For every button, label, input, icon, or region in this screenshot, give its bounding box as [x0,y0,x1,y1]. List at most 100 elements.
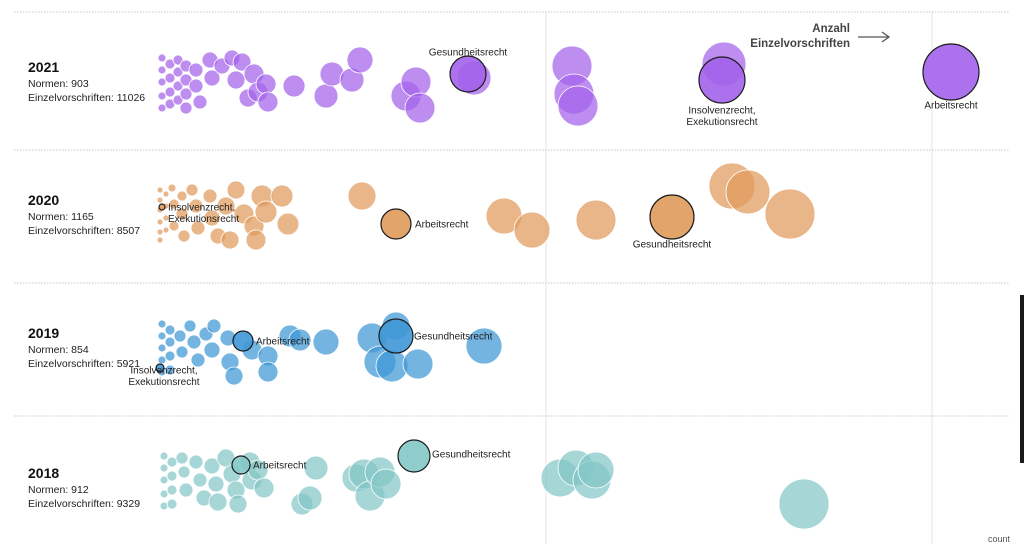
bubble-mark [245,229,267,251]
highlighted-bubble [397,439,431,473]
row-normen-count: Normen: 1165 [28,211,94,223]
row-2018: 2018 Normen: 912 Einzelvorschriften: 9329 A… [28,439,830,530]
bubble-mark [253,477,275,499]
bubble-mark [172,54,184,66]
bubble-mark [168,198,180,210]
bubble-mark [257,361,279,383]
bubble-mark [157,53,167,63]
bubble-mark [157,103,167,113]
bubble-mark [164,324,176,336]
bubble-mark [166,498,178,510]
bubble-mark [224,366,244,386]
bubble-mark [175,207,189,221]
bubble-mark [347,181,377,211]
bubble-mark [207,475,225,493]
bubble-mark [208,492,228,512]
bubble-mark [400,66,432,98]
bubble-mark [176,190,188,202]
bubble-mark [297,485,323,511]
bubble-mark [175,345,189,359]
bubble-mark [162,190,170,198]
row-einzelvorschriften-count: Einzelvorschriften: 11026 [28,92,145,104]
bubble-mark [156,218,164,226]
bubble-mark [276,212,300,236]
bubble-mark [166,470,178,482]
bubble-mark [173,329,187,343]
bubble-mark [172,80,184,92]
row-year-label: 2020 [28,192,59,208]
highlighted-bubble [158,203,166,211]
bubble-label: Gesundheitsrecht [432,450,511,461]
bubble-mark [164,336,176,348]
bubble-mark [178,482,194,498]
bubble-mark [402,348,434,380]
bubble-mark [513,211,551,249]
bubble-mark [220,230,240,250]
bubble-mark [188,454,204,470]
bubble-mark [370,468,402,500]
row-2020: 2020 Normen: 1165 Einzelvorschriften: 8507… [28,162,816,251]
bubble-mark [725,169,771,215]
bubble-mark [162,226,170,234]
arrow-right-icon [858,31,891,43]
bubble-mark [192,472,208,488]
bubble-label: Arbeitsrecht [415,220,469,231]
bubble-mark [166,484,178,496]
bubble-label: Arbeitsrecht [253,461,307,472]
bubble-mark [157,319,167,329]
row-normen-count: Normen: 912 [28,484,89,496]
row-2019: 2019 Normen: 854 Einzelvorschriften: 5921 A… [28,311,503,388]
bubble-mark [159,451,169,461]
scrollbar[interactable] [1020,295,1024,463]
bubble-mark [157,77,167,87]
bubble-mark [156,236,164,244]
bubble-mark [203,209,221,227]
bubble-mark [156,186,164,194]
bubble-mark [188,78,204,94]
bubble-mark [270,184,294,208]
highlighted-bubble [155,363,165,373]
row-2021: 2021 Normen: 903 Einzelvorschriften: 11026… [28,41,980,128]
bubble-mark [159,463,169,473]
bubble-mark [188,198,204,214]
row-year-label: 2021 [28,59,59,75]
bubble-mark [557,85,599,127]
bubble-mark [288,328,312,352]
bubble-mark [175,451,189,465]
bubble-label: Gesundheitsrecht [414,332,493,343]
bubble-mark [177,229,191,243]
bubble-mark [156,196,164,204]
bubble-mark [164,350,176,362]
bubble-mark [168,220,180,232]
bubble-mark [303,455,329,481]
highlighted-bubble [698,56,746,104]
bubble-label: Arbeitsrecht [256,337,310,348]
corner-label: count [988,534,1011,544]
bubble-mark [203,341,221,359]
bubble-mark [202,188,218,204]
axis-title-line2: Einzelvorschriften [750,38,850,50]
highlighted-bubble [231,455,251,475]
bubble-mark [313,83,339,109]
bubble-mark [164,86,176,98]
bubble-mark [190,352,206,368]
bubble-mark [172,66,184,78]
row-year-label: 2018 [28,465,59,481]
bubble-mark [166,456,178,468]
row-einzelvorschriften-count: Einzelvorschriften: 5921 [28,358,140,370]
bubble-mark [203,69,221,87]
bubble-mark [254,200,278,224]
row-einzelvorschriften-count: Einzelvorschriften: 8507 [28,225,140,237]
row-year-label: 2019 [28,325,59,341]
bubble-mark [203,457,221,475]
bubble-mark [465,327,503,365]
highlighted-bubble [449,55,487,93]
bubble-label: Gesundheitsrecht [633,240,712,251]
bubble-label: Arbeitsrecht [924,101,978,112]
bubble-mark [159,489,169,499]
highlighted-bubble [232,330,254,352]
bubble-mark [157,331,167,341]
bubble-mark [186,334,202,350]
bubble-mark [156,228,164,236]
